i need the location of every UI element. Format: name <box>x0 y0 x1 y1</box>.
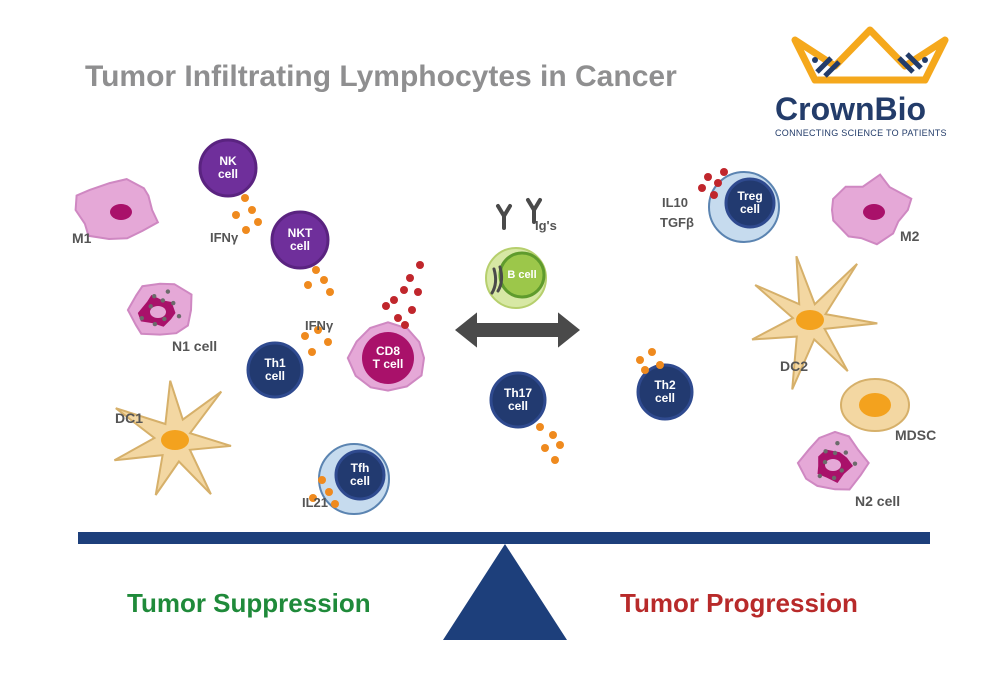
logo: CrownBio CONNECTING SCIENCE TO PATIENTS <box>775 22 985 138</box>
label-dc1: DC1 <box>115 410 143 426</box>
cell-n1 <box>128 284 192 335</box>
label-bcell: B cell <box>507 269 536 281</box>
label-nk: NKcell <box>218 155 238 181</box>
label-tgfb: TGFβ <box>660 215 694 230</box>
label-cd8: CD8T cell <box>373 345 404 371</box>
label-igs: Ig's <box>535 218 557 233</box>
label-il21: IL21 <box>302 495 328 510</box>
label-th2: Th2cell <box>654 379 675 405</box>
label-ifng-nk: IFNγ <box>210 230 238 245</box>
label-treg: Tregcell <box>737 190 762 216</box>
label-th17: Th17cell <box>504 387 532 413</box>
label-n2: N2 cell <box>855 493 900 509</box>
label-il10: IL10 <box>662 195 688 210</box>
cell-mdsc <box>841 379 909 431</box>
label-th1: Th1cell <box>264 357 285 383</box>
cell-n2 <box>798 432 869 490</box>
label-progression: Tumor Progression <box>620 588 858 619</box>
label-m2: M2 <box>900 228 919 244</box>
label-m1: M1 <box>72 230 91 246</box>
label-ifng-th1: IFNγ <box>305 318 333 333</box>
label-suppression: Tumor Suppression <box>127 588 371 619</box>
label-dc2: DC2 <box>780 358 808 374</box>
ig-y-icons <box>498 200 540 228</box>
label-tfh: Tfhcell <box>350 462 370 488</box>
bcell-curl-icons <box>492 267 502 293</box>
cell-dc1 <box>114 381 231 495</box>
double-arrow-icon <box>455 312 580 347</box>
cytokine-dots <box>232 168 728 508</box>
balance-fulcrum <box>443 544 567 640</box>
balance-beam <box>78 532 930 544</box>
cell-dc2 <box>752 256 877 389</box>
page-title: Tumor Infiltrating Lymphocytes in Cancer <box>85 60 677 94</box>
label-nkt: NKTcell <box>288 227 313 253</box>
label-mdsc: MDSC <box>895 427 936 443</box>
label-n1: N1 cell <box>172 338 217 354</box>
